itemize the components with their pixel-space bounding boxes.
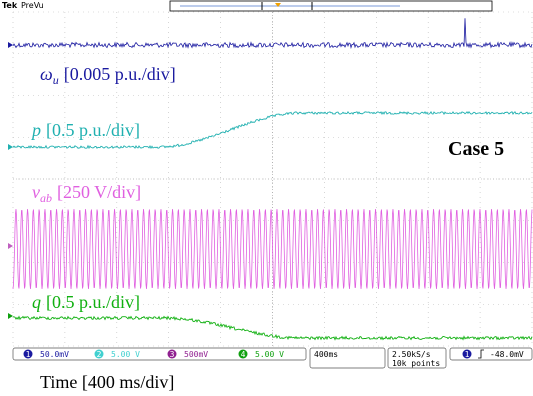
ch-scale: 5.00 V (255, 350, 284, 359)
annotation: Case 5 (448, 138, 504, 160)
page: Tek PreVu ωu[0.005 p.u./div] p[0.5 p.u./… (0, 0, 533, 396)
ch-number: 1 (26, 350, 31, 359)
scale: [0.5 p.u./div] (46, 120, 140, 140)
symbol: p (30, 120, 41, 140)
symbol: q (32, 292, 41, 312)
scope-screenshot: Tek PreVu ωu[0.005 p.u./div] p[0.5 p.u./… (0, 0, 533, 396)
ch-number: 2 (97, 350, 102, 359)
brand: Tek (2, 1, 18, 10)
scale: [0.005 p.u./div] (64, 64, 176, 84)
record-length: 10k points (392, 359, 440, 368)
ch-number: 4 (241, 350, 246, 359)
caption: Time [400 ms/div] (40, 372, 174, 392)
trace-label: q[0.5 p.u./div] (32, 292, 140, 312)
subscript: u (53, 73, 59, 87)
ch-number: 3 (170, 350, 175, 359)
mode: PreVu (21, 1, 44, 10)
trigger-level: -48.0mV (490, 350, 524, 359)
trace-label: p[0.5 p.u./div] (30, 120, 140, 140)
symbol: ω (40, 64, 53, 84)
scale: [0.5 p.u./div] (46, 292, 140, 312)
scale: [250 V/div] (57, 182, 141, 202)
trigger-source: 1 (465, 350, 470, 359)
ch-scale: 50.0mV (40, 350, 69, 359)
symbol: v (32, 182, 40, 202)
ch-scale: 500mV (184, 350, 208, 359)
timebase: 400ms (314, 350, 338, 359)
ch-scale: 5.00 V (111, 350, 140, 359)
subscript: ab (40, 191, 52, 205)
sample-rate: 2.50kS/s (392, 350, 431, 359)
